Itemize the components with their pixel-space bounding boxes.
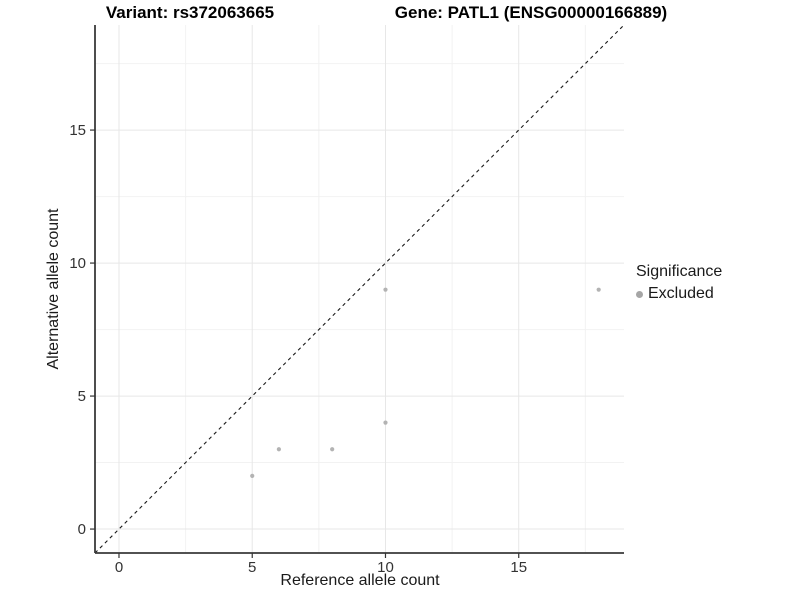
y-tick-label: 0 (78, 521, 86, 538)
data-point (250, 473, 255, 478)
identity-line (94, 24, 625, 554)
y-axis-title: Alternative allele count (45, 208, 62, 370)
x-axis-title: Reference allele count (280, 572, 440, 589)
y-tick-label: 10 (69, 255, 86, 272)
legend-title: Significance (636, 263, 723, 280)
excluded-point-icon (636, 290, 643, 298)
data-point (383, 287, 388, 292)
y-tick-label: 15 (69, 122, 86, 139)
x-tick-label: 15 (510, 559, 527, 576)
legend-entry-label: Excluded (648, 285, 714, 302)
gene-title: Gene: PATL1 (ENSG00000166889) (394, 3, 668, 22)
data-point (596, 287, 601, 292)
data-point (276, 447, 281, 452)
variant-title: Variant: rs372063665 (105, 3, 275, 22)
legend-entry-excluded: Excluded (636, 285, 722, 303)
x-tick-label: 10 (377, 559, 394, 576)
legend: Significance Excluded (636, 263, 722, 303)
y-tick-label: 5 (78, 388, 86, 405)
x-tick-label: 5 (248, 559, 256, 576)
data-point (330, 447, 335, 452)
data-point (383, 420, 388, 425)
x-tick-label: 0 (115, 559, 123, 576)
